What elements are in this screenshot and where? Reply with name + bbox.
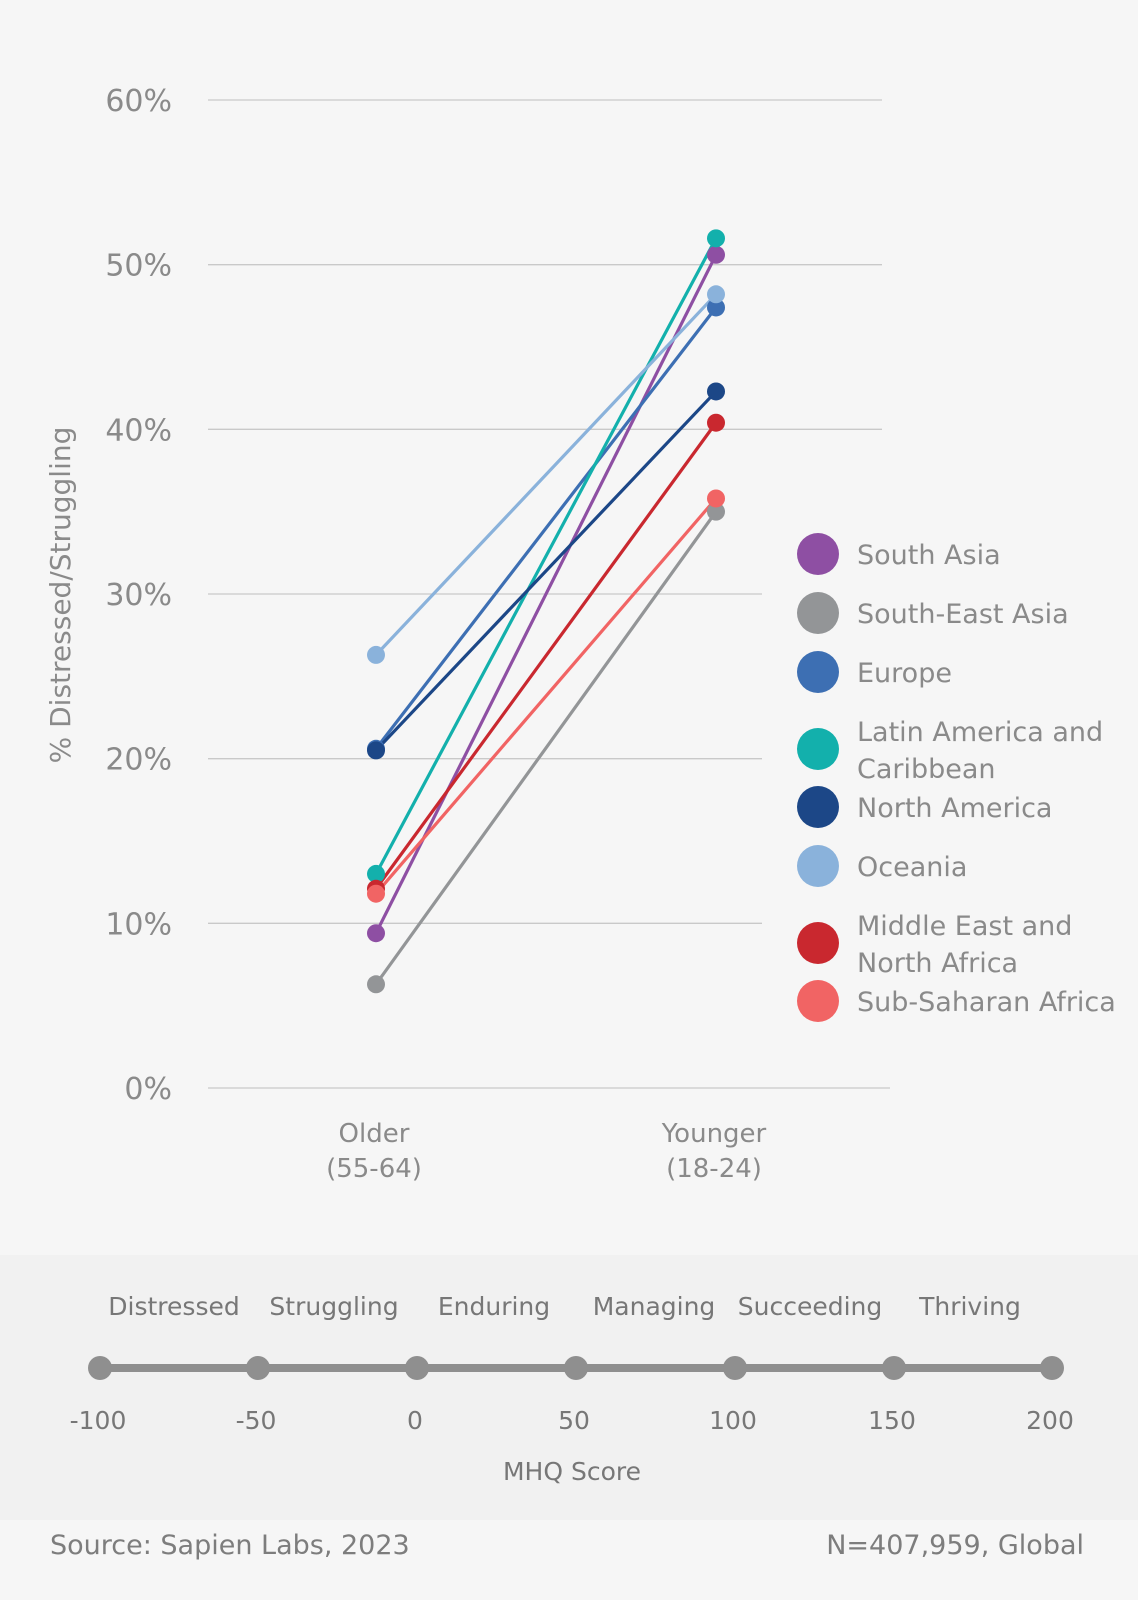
series-line-north-america bbox=[374, 390, 718, 752]
scale-marker bbox=[564, 1356, 588, 1380]
series-line-europe bbox=[374, 306, 718, 750]
series-line-sub-saharan-africa bbox=[374, 497, 718, 895]
legend-swatch bbox=[797, 980, 839, 1022]
y-tick-label: 10% bbox=[105, 907, 172, 942]
data-point-europe bbox=[707, 298, 725, 317]
legend-label: South Asia bbox=[857, 540, 1001, 571]
data-point-middle-east-and-north-africa bbox=[707, 413, 725, 432]
data-point-south-east-asia bbox=[367, 975, 385, 994]
scale-marker bbox=[246, 1356, 270, 1380]
scale-marker bbox=[1040, 1356, 1064, 1380]
series-line-south-asia bbox=[374, 254, 718, 934]
data-point-latin-america-and-caribbean bbox=[367, 864, 385, 883]
data-point-oceania bbox=[707, 285, 725, 304]
legend-label: Europe bbox=[857, 658, 952, 689]
data-point-north-america bbox=[367, 741, 385, 760]
x-tick-label: (55-64) bbox=[326, 1154, 422, 1184]
scale-tick-label: 200 bbox=[1026, 1406, 1074, 1435]
y-tick-label: 0% bbox=[124, 1072, 172, 1107]
data-point-south-asia bbox=[707, 245, 725, 264]
scale-tick-label: -50 bbox=[236, 1406, 277, 1435]
series-lines bbox=[367, 229, 725, 994]
source-note: Source: Sapien Labs, 2023 bbox=[50, 1530, 410, 1561]
legend-label: South-East Asia bbox=[857, 599, 1069, 630]
scale-marker bbox=[405, 1356, 429, 1380]
scale-marker bbox=[88, 1356, 112, 1380]
scale-category-label: Thriving bbox=[918, 1292, 1021, 1321]
series-line-latin-america-and-caribbean bbox=[374, 237, 718, 875]
series-line-middle-east-and-north-africa bbox=[374, 421, 718, 890]
scale-marker bbox=[882, 1356, 906, 1380]
y-axis-title: % Distressed/Struggling bbox=[44, 427, 77, 764]
legend-swatch bbox=[797, 922, 839, 964]
scale-category-label: Managing bbox=[593, 1292, 716, 1321]
legend: South Asia South-East Asia Europe Latin Ame… bbox=[797, 533, 1116, 1022]
legend-label: Caribbean bbox=[857, 754, 996, 785]
scale-category-label: Succeeding bbox=[738, 1292, 883, 1321]
scale-tick-label: -100 bbox=[70, 1406, 127, 1435]
legend-swatch bbox=[797, 728, 839, 770]
x-tick-label: (18-24) bbox=[666, 1154, 762, 1184]
mhq-scale-title: MHQ Score bbox=[503, 1457, 641, 1486]
legend-label: Oceania bbox=[857, 852, 967, 883]
scale-tick-label: 0 bbox=[407, 1406, 423, 1435]
data-point-oceania bbox=[367, 645, 385, 664]
legend-label: Latin America and bbox=[857, 717, 1103, 748]
data-point-north-america bbox=[707, 382, 725, 401]
mhq-scale: Distressed Struggling Enduring Managing Succ… bbox=[70, 1292, 1074, 1435]
scale-tick-label: 150 bbox=[868, 1406, 916, 1435]
gridlines bbox=[208, 99, 890, 1089]
data-point-south-asia bbox=[367, 924, 385, 943]
legend-swatch bbox=[797, 592, 839, 634]
data-point-south-east-asia bbox=[707, 502, 725, 521]
legend-swatch bbox=[797, 845, 839, 887]
scale-band bbox=[0, 1255, 1138, 1520]
scale-tick-label: 50 bbox=[558, 1406, 590, 1435]
series-line-oceania bbox=[374, 293, 718, 657]
y-tick-label: 60% bbox=[105, 84, 172, 119]
x-axis-ticks: Older (55-64) Younger (18-24) bbox=[326, 1119, 766, 1184]
y-tick-label: 20% bbox=[105, 743, 172, 778]
scale-category-label: Struggling bbox=[269, 1292, 398, 1321]
x-tick-label: Older bbox=[339, 1119, 410, 1149]
legend-label: North Africa bbox=[857, 948, 1018, 979]
data-point-latin-america-and-caribbean bbox=[707, 229, 725, 248]
y-axis-ticks: 0% 10% 20% 30% 40% 50% 60% bbox=[105, 84, 172, 1107]
scale-marker bbox=[723, 1356, 747, 1380]
y-tick-label: 50% bbox=[105, 249, 172, 284]
series-line-south-east-asia bbox=[374, 510, 718, 986]
scale-tick-label: 100 bbox=[709, 1406, 757, 1435]
legend-label: Sub-Saharan Africa bbox=[857, 987, 1116, 1018]
scale-category-label: Enduring bbox=[438, 1292, 550, 1321]
data-point-sub-saharan-africa bbox=[707, 489, 725, 508]
y-tick-label: 40% bbox=[105, 413, 172, 448]
data-point-sub-saharan-africa bbox=[367, 884, 385, 903]
legend-swatch bbox=[797, 533, 839, 575]
legend-label: North America bbox=[857, 793, 1052, 824]
y-tick-label: 30% bbox=[105, 578, 172, 613]
legend-label: Middle East and bbox=[857, 911, 1072, 942]
legend-swatch bbox=[797, 651, 839, 693]
x-tick-label: Younger bbox=[661, 1119, 767, 1149]
sample-note: N=407,959, Global bbox=[826, 1530, 1084, 1561]
legend-swatch bbox=[797, 786, 839, 828]
scale-category-label: Distressed bbox=[108, 1292, 239, 1321]
